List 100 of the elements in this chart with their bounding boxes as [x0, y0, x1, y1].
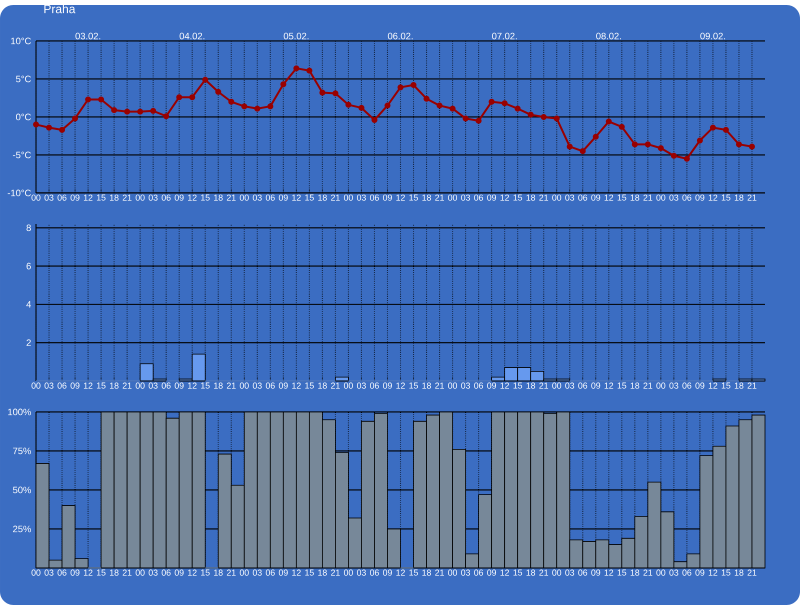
point: [306, 68, 312, 74]
x-tick-label: 09: [487, 570, 496, 576]
x-tick-label: 15: [409, 194, 418, 201]
x-tick-label: 12: [708, 570, 718, 576]
x-tick-label: 15: [305, 194, 314, 201]
x-tick-label: 00: [136, 382, 145, 389]
x-tick-label: 00: [32, 570, 40, 576]
point: [124, 108, 130, 115]
x-tick-label: 09: [591, 570, 600, 576]
x-tick-label: 03: [565, 382, 574, 389]
x2-tick-label: 07.02.: [492, 32, 517, 40]
point: [319, 90, 326, 96]
x-tick-label: 03: [44, 194, 54, 201]
point: [345, 102, 352, 108]
point: [476, 118, 482, 124]
x-tick-label: 15: [618, 194, 626, 201]
x-tick-label: 21: [643, 382, 652, 389]
x-tick-label: 00: [136, 570, 145, 576]
x-tick-label: 18: [110, 194, 119, 201]
x-tick-label: 15: [722, 382, 730, 389]
x-tick-label: 15: [96, 382, 106, 389]
x-tick-label: 18: [110, 570, 119, 576]
x-tick-label: 12: [84, 570, 92, 576]
x-tick-label: 03: [148, 194, 158, 201]
x-tick-label: 15: [409, 382, 418, 389]
x-tick-label: 18: [734, 382, 744, 389]
x-tick-label: 15: [722, 194, 730, 201]
x-tick-label: 12: [292, 194, 301, 201]
x-tick-label: 03: [461, 194, 470, 201]
x-tick-label: 21: [748, 194, 756, 201]
point: [150, 108, 156, 114]
x-tick-label: 06: [682, 194, 692, 201]
x-tick-label: 15: [618, 570, 626, 576]
x-tick-label: 09: [174, 194, 184, 201]
point: [358, 104, 364, 111]
y-tick-label: 10°C: [11, 38, 31, 44]
x-tick-label: 18: [318, 570, 327, 576]
x-tick-label: 18: [526, 570, 536, 576]
x-tick-label: 15: [305, 570, 314, 576]
point: [228, 98, 234, 105]
x-tick-label: 18: [318, 194, 327, 201]
point: [189, 94, 196, 100]
x-tick-label: 15: [96, 194, 106, 201]
y-tick-label: -5°C: [12, 152, 31, 158]
x-tick-label: 12: [500, 194, 510, 201]
x-tick-label: 15: [722, 570, 730, 576]
x-tick-label: 06: [58, 194, 66, 201]
x-tick-label: 18: [630, 194, 640, 201]
point: [215, 88, 222, 95]
x-tick-label: 06: [578, 194, 588, 201]
x-tick-label: 03: [669, 194, 678, 201]
x-tick-label: 12: [708, 194, 718, 201]
x-tick-label: 00: [552, 570, 562, 576]
x-tick-label: 21: [539, 382, 548, 389]
x-tick-label: 06: [578, 382, 588, 389]
y-tick-label: 50%: [12, 486, 31, 494]
x-tick-label: 18: [422, 570, 431, 576]
x-tick-label: 18: [630, 570, 640, 576]
x-tick-label: 03: [252, 382, 262, 389]
y-tick-label: 4: [26, 301, 32, 308]
x-tick-label: 12: [604, 194, 614, 201]
x-tick-label: 00: [240, 570, 249, 576]
x-tick-label: 15: [514, 382, 522, 389]
point: [254, 106, 260, 112]
x-tick-label: 21: [435, 382, 444, 389]
x-tick-label: 18: [214, 194, 223, 201]
x-tick-label: 03: [356, 194, 366, 201]
x-tick-label: 03: [356, 570, 366, 576]
x-tick-label: 03: [461, 382, 470, 389]
point: [696, 138, 703, 144]
point: [554, 115, 560, 122]
x-tick-label: 09: [278, 382, 288, 389]
x-tick-label: 21: [226, 570, 236, 576]
x-tick-label: 06: [266, 382, 275, 389]
x-tick-label: 21: [122, 194, 132, 201]
point: [502, 100, 508, 106]
x2-tick-label: 05.02.: [284, 32, 308, 40]
point: [111, 107, 118, 114]
x-tick-label: 12: [500, 382, 510, 389]
chart-title: Praha: [44, 4, 76, 14]
x-tick-label: 00: [240, 194, 249, 201]
x-tick-label: 09: [383, 382, 392, 389]
x-tick-label: 09: [174, 570, 184, 576]
x-tick-label: 06: [682, 382, 692, 389]
x-tick-label: 12: [292, 382, 301, 389]
x-tick-label: 21: [331, 382, 340, 389]
point: [488, 98, 495, 105]
point: [632, 141, 638, 148]
x-tick-label: 12: [188, 570, 197, 576]
x-tick-label: 12: [396, 570, 405, 576]
x-tick-label: 15: [305, 382, 314, 389]
x-tick-label: 21: [748, 570, 756, 576]
x-tick-label: 21: [122, 382, 132, 389]
point: [592, 134, 599, 140]
x-tick-label: 18: [318, 382, 327, 389]
point: [176, 94, 182, 100]
x-tick-label: 06: [58, 570, 66, 576]
x-tick-label: 15: [409, 570, 418, 576]
x-tick-label: 21: [643, 194, 652, 201]
x-tick-label: 21: [122, 570, 132, 576]
